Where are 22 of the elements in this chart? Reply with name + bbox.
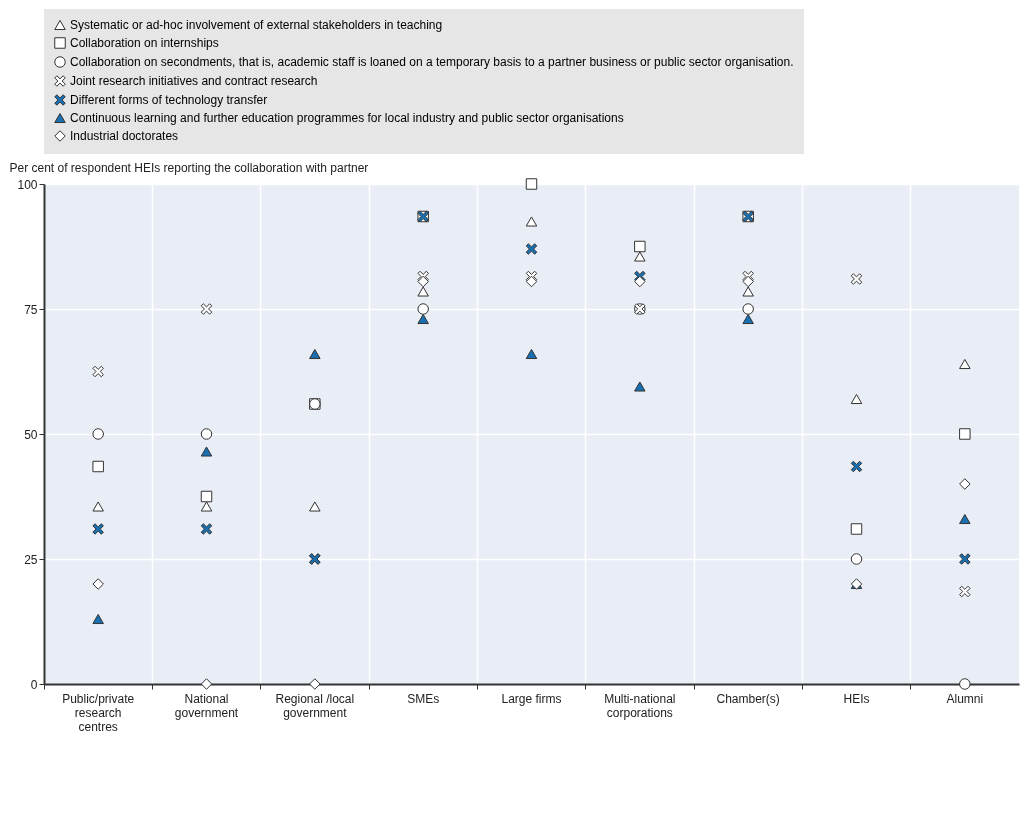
x-tick-label: Multi-national corporations — [604, 691, 676, 720]
y-tick-label: 50 — [24, 427, 38, 442]
y-tick-label: 75 — [24, 302, 38, 317]
legend-label: Different forms of technology transfer — [70, 93, 268, 107]
legend-label: Continuous learning and further education programmes for local industry and public sector organisations — [70, 111, 624, 125]
x-tick-label: SMEs — [407, 691, 440, 706]
legend-label: Collaboration on internships — [70, 36, 219, 50]
y-tick-label: 100 — [17, 177, 38, 192]
x-tick-label: Regional /local government — [275, 691, 355, 720]
x-tick-label: Public/private research centres — [62, 691, 135, 734]
x-tick-label: Large firms — [501, 691, 562, 706]
legend-label: Collaboration on secondments, that is, academic staff is loaned on a temporary basis to a partner business or public sector organisation. — [70, 55, 794, 69]
y-tick-label: 25 — [24, 552, 38, 567]
legend-label: Systematic or ad-hoc involvement of external stakeholders in teaching — [70, 18, 443, 32]
y-tick-label: 0 — [30, 677, 38, 692]
x-tick-label: National government — [174, 691, 239, 720]
x-tick-label: HEIs — [843, 691, 870, 706]
legend-label: Industrial doctorates — [70, 129, 179, 143]
legend-label: Joint research initiatives and contract research — [70, 74, 318, 88]
x-tick-label: Alumni — [946, 691, 984, 706]
y-axis-title: Per cent of respondent HEIs reporting the collaboration with partner — [9, 160, 369, 175]
x-tick-label: Chamber(s) — [716, 691, 780, 706]
